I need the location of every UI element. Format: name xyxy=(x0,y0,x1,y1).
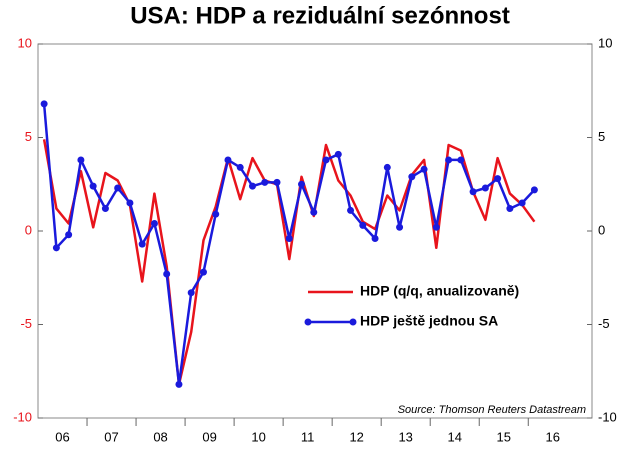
point xyxy=(150,220,158,228)
point xyxy=(371,234,379,242)
y2-tick-label: -10 xyxy=(598,409,617,424)
point xyxy=(494,175,502,183)
point xyxy=(322,156,330,164)
y-tick-label: -5 xyxy=(20,316,32,331)
point xyxy=(383,163,391,171)
point xyxy=(420,165,428,173)
point xyxy=(310,208,318,216)
point xyxy=(65,231,73,239)
point xyxy=(530,186,538,194)
y2-tick-label: -5 xyxy=(598,316,610,331)
point xyxy=(445,156,453,164)
point xyxy=(126,199,134,207)
point xyxy=(40,100,48,108)
source: Source: Thomson Reuters Datastream xyxy=(398,404,586,416)
point xyxy=(224,156,232,164)
x-tick-label: 14 xyxy=(447,429,461,444)
y2-tick-label: 5 xyxy=(598,129,605,144)
x-tick-label: 11 xyxy=(301,429,315,444)
x-tick-label: 12 xyxy=(349,429,363,444)
point xyxy=(236,163,244,171)
point xyxy=(359,221,367,229)
point xyxy=(101,205,109,213)
point xyxy=(506,205,514,213)
x-tick-label: 07 xyxy=(104,429,118,444)
plot-area xyxy=(37,43,593,419)
point xyxy=(89,182,97,190)
point xyxy=(273,178,281,186)
legend-marker xyxy=(304,318,312,326)
y-tick-label: 10 xyxy=(18,35,32,50)
point xyxy=(396,223,404,231)
point xyxy=(432,223,440,231)
point xyxy=(469,188,477,196)
point xyxy=(212,210,220,218)
point xyxy=(163,270,171,278)
point xyxy=(285,234,293,242)
point xyxy=(52,244,60,252)
chart-title: USA: HDP a reziduální sezónnost xyxy=(130,2,510,29)
y-tick-label: -10 xyxy=(13,409,32,424)
point xyxy=(334,150,342,158)
point xyxy=(199,268,207,276)
y2-tick-label: 0 xyxy=(598,222,605,237)
x-tick-label: 06 xyxy=(55,429,69,444)
point xyxy=(114,184,122,192)
x-tick-label: 13 xyxy=(398,429,412,444)
x-tick-label: 09 xyxy=(202,429,216,444)
point xyxy=(518,199,526,207)
point xyxy=(457,156,465,164)
y-tick-label: 5 xyxy=(25,129,32,144)
point xyxy=(481,184,489,192)
point xyxy=(298,180,306,188)
x-tick-label: 15 xyxy=(497,429,511,444)
y-tick-label: 0 xyxy=(25,222,32,237)
legend-marker xyxy=(349,318,357,326)
point xyxy=(248,182,256,190)
legend-label: HDP (q/q, anualizovaně) xyxy=(360,283,519,299)
point xyxy=(77,156,85,164)
legend-label: HDP ještě jednou SA xyxy=(360,313,498,329)
point xyxy=(175,380,183,388)
y2-tick-label: 10 xyxy=(598,35,612,50)
x-tick-label: 08 xyxy=(153,429,167,444)
x-tick-label: 16 xyxy=(546,429,560,444)
point xyxy=(408,173,416,181)
point xyxy=(138,240,146,248)
point xyxy=(187,289,195,297)
x-tick-label: 10 xyxy=(251,429,265,444)
point xyxy=(261,178,269,186)
point xyxy=(347,206,355,214)
